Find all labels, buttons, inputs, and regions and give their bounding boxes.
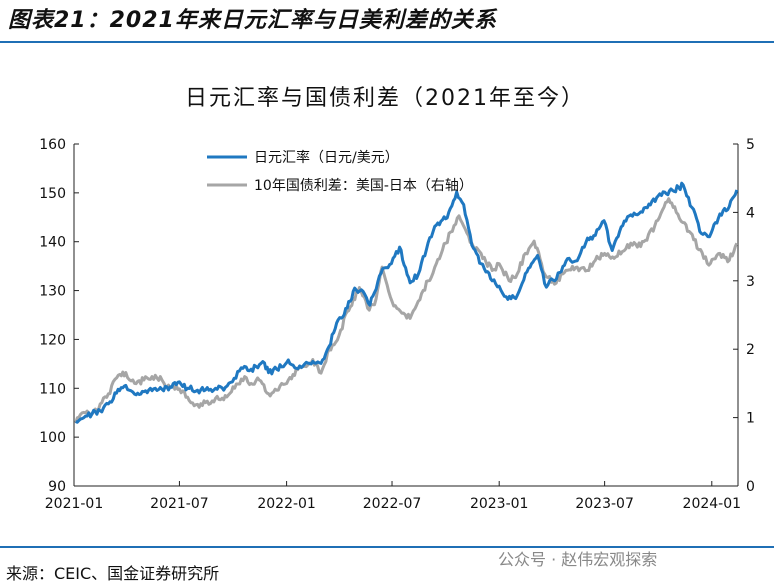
chart-title: 日元汇率与国债利差（2021年至今） [185,86,585,111]
x-tick-label: 2021-07 [150,496,209,512]
y-left-tick-label: 160 [39,137,66,153]
y-right-tick-label: 2 [746,342,755,358]
x-tick-label: 2023-01 [470,496,529,512]
x-tick-label: 2022-01 [257,496,316,512]
y-right-tick-label: 1 [746,411,755,427]
x-tick-label: 2024-01 [683,496,742,512]
x-tick-label: 2021-01 [45,496,104,512]
y-right-tick-label: 4 [746,205,755,221]
y-left-tick-label: 110 [39,381,66,397]
series-line-usdjpy [75,181,739,424]
y-right-tick-label: 3 [746,274,755,290]
bottom-divider [0,546,774,548]
y-left-tick-label: 140 [39,235,66,251]
x-tick-label: 2022-07 [363,496,422,512]
y-left-tick-label: 120 [39,332,66,348]
y-left-tick-label: 150 [39,186,66,202]
y-left-tick-label: 130 [39,284,66,300]
figure-title: 图表21：2021年来日元汇率与日美利差的关系 [8,8,497,33]
x-tick-label: 2023-07 [575,496,634,512]
chart-axes: 90 100 110 120 130 140 150 160 0 1 2 3 4 5 2021-01 2021… [39,137,755,512]
watermark: 公众号 · 赵伟宏观探索 [498,550,658,569]
y-left-tick-label: 90 [48,479,66,495]
chart: 日元汇率与国债利差（2021年至今） 901001101201301401501… [39,86,755,512]
series-line-spread [74,197,739,424]
legend-label-usdjpy: 日元汇率（日元/美元） [254,149,399,166]
top-divider [0,41,774,43]
y-right-tick-label: 5 [746,137,755,153]
source-note: 来源：CEIC、国金证券研究所 [6,564,220,583]
chart-legend: 日元汇率（日元/美元） 10年国债利差：美国-日本（右轴） [207,149,473,194]
chart-series [74,181,739,424]
legend-label-spread: 10年国债利差：美国-日本（右轴） [254,178,473,194]
y-left-tick-label: 100 [39,430,66,446]
y-right-tick-label: 0 [746,479,755,495]
